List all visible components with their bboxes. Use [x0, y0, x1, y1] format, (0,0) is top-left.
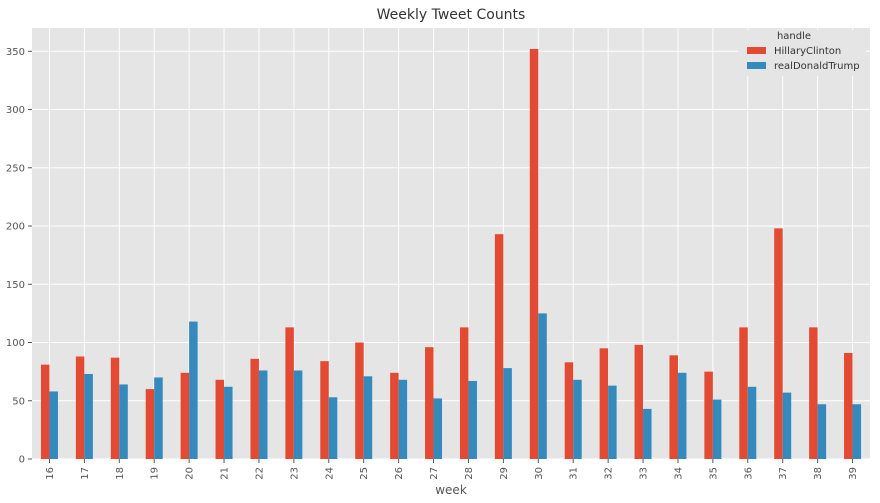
x-tick-label: 34: [673, 467, 684, 480]
x-tick-label: 33: [639, 467, 650, 480]
bar-realDonaldTrump-week-26: [398, 379, 408, 459]
bar-HillaryClinton-week-28: [459, 327, 469, 459]
bar-realDonaldTrump-week-30: [538, 313, 547, 459]
bar-realDonaldTrump-week-17: [84, 373, 93, 459]
bar-realDonaldTrump-week-25: [363, 376, 373, 459]
x-tick-label: 18: [115, 467, 126, 480]
x-tick-label: 21: [220, 467, 231, 480]
bar-HillaryClinton-week-24: [320, 361, 329, 459]
bar-HillaryClinton-week-21: [215, 379, 225, 459]
x-tick-label: 28: [464, 467, 475, 480]
bar-realDonaldTrump-week-19: [154, 377, 163, 459]
bar-HillaryClinton-week-16: [40, 364, 50, 459]
x-axis-ticks: 16 17 18 19 20 21 22 23 24 25 26 27 28 29 30 31 32 33 34 35…: [45, 459, 859, 480]
bar-HillaryClinton-week-20: [180, 372, 190, 459]
x-tick-label: 24: [324, 467, 335, 480]
bar-realDonaldTrump-week-20: [189, 321, 198, 459]
x-tick-label: 39: [848, 467, 859, 480]
y-tick-label: 0: [19, 455, 25, 466]
y-tick-label: 150: [6, 280, 25, 291]
bar-HillaryClinton-week-27: [425, 347, 434, 459]
bar-realDonaldTrump-week-31: [573, 379, 582, 459]
bar-realDonaldTrump-week-24: [328, 397, 338, 459]
x-tick-label: 27: [429, 467, 440, 480]
bar-realDonaldTrump-week-27: [433, 398, 443, 459]
legend-label-realDonaldTrump: realDonaldTrump: [774, 61, 860, 72]
x-tick-label: 20: [185, 467, 196, 480]
x-axis-title: week: [435, 483, 467, 497]
bar-HillaryClinton-week-35: [704, 371, 713, 459]
bar-HillaryClinton-week-38: [809, 327, 818, 459]
bar-realDonaldTrump-week-32: [608, 385, 617, 459]
bar-HillaryClinton-week-30: [529, 48, 539, 460]
legend: handle HillaryClinton realDonaldTrump: [738, 30, 866, 76]
y-tick-label: 250: [6, 163, 25, 174]
bar-realDonaldTrump-week-33: [643, 408, 652, 459]
x-tick-label: 31: [569, 467, 580, 480]
bar-realDonaldTrump-week-34: [677, 372, 687, 459]
bar-HillaryClinton-week-26: [390, 372, 399, 459]
bar-HillaryClinton-week-23: [285, 327, 294, 459]
y-tick-label: 50: [12, 396, 25, 407]
bar-HillaryClinton-week-37: [774, 228, 783, 459]
bar-realDonaldTrump-week-23: [293, 370, 303, 459]
y-tick-label: 200: [6, 222, 25, 233]
bars: [40, 48, 862, 460]
bar-realDonaldTrump-week-29: [503, 368, 512, 459]
bar-realDonaldTrump-week-16: [49, 391, 58, 459]
y-tick-label: 100: [6, 338, 25, 349]
bar-realDonaldTrump-week-35: [712, 399, 722, 459]
bar-HillaryClinton-week-25: [355, 342, 364, 459]
x-tick-label: 16: [45, 467, 56, 480]
x-tick-label: 32: [604, 467, 615, 480]
bar-HillaryClinton-week-34: [669, 355, 678, 459]
x-tick-label: 37: [778, 467, 789, 480]
bar-HillaryClinton-week-19: [145, 389, 155, 459]
y-axis-ticks: 0 50 100 150 200 250 300 350: [6, 47, 32, 466]
legend-swatch-HillaryClinton: [747, 47, 766, 54]
x-tick-label: 17: [80, 467, 91, 480]
x-tick-label: 19: [150, 467, 161, 480]
bar-HillaryClinton-week-17: [75, 356, 85, 459]
x-tick-label: 22: [254, 467, 265, 480]
x-tick-label: 38: [813, 467, 824, 480]
bar-realDonaldTrump-week-37: [782, 392, 792, 459]
bar-HillaryClinton-week-36: [739, 327, 748, 459]
x-tick-label: 35: [708, 467, 719, 480]
bar-HillaryClinton-week-33: [634, 344, 644, 459]
x-tick-label: 29: [499, 467, 510, 480]
bar-HillaryClinton-week-31: [564, 362, 574, 459]
bar-realDonaldTrump-week-21: [224, 386, 233, 459]
legend-title: handle: [777, 31, 811, 42]
bar-HillaryClinton-week-39: [844, 352, 853, 459]
plot-area: [32, 28, 870, 459]
bar-realDonaldTrump-week-28: [468, 380, 477, 459]
x-tick-label: 30: [534, 467, 545, 480]
legend-label-HillaryClinton: HillaryClinton: [774, 46, 841, 57]
bar-HillaryClinton-week-29: [494, 234, 504, 459]
bar-realDonaldTrump-week-39: [852, 404, 862, 459]
legend-swatch-realDonaldTrump: [747, 62, 766, 69]
x-tick-label: 36: [743, 467, 754, 480]
bar-realDonaldTrump-week-36: [747, 386, 757, 459]
y-tick-label: 300: [6, 105, 25, 116]
x-tick-label: 25: [359, 467, 370, 480]
x-tick-label: 23: [289, 467, 300, 480]
bar-HillaryClinton-week-32: [599, 348, 609, 459]
bar-realDonaldTrump-week-38: [817, 404, 827, 459]
chart-title: Weekly Tweet Counts: [377, 7, 526, 23]
x-tick-label: 26: [394, 467, 405, 480]
bar-realDonaldTrump-week-18: [119, 384, 128, 459]
bar-realDonaldTrump-week-22: [258, 370, 268, 459]
bar-HillaryClinton-week-22: [250, 358, 259, 459]
y-tick-label: 350: [6, 47, 25, 58]
bar-HillaryClinton-week-18: [110, 357, 120, 459]
